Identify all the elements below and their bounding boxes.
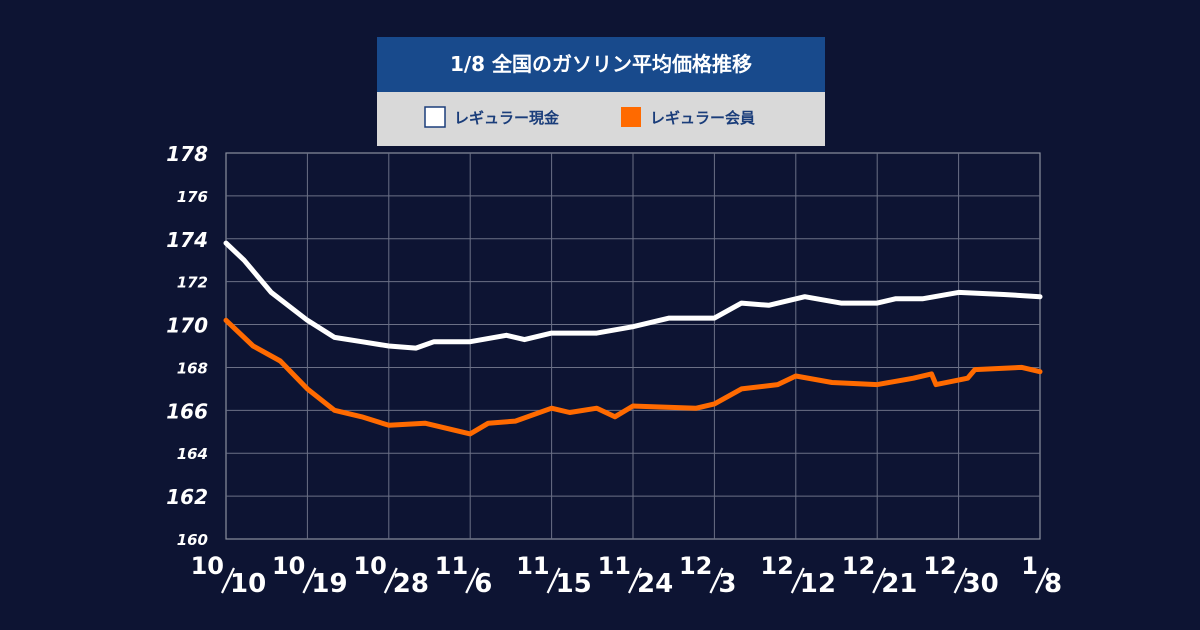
- x-tick-slash: [221, 567, 235, 594]
- grid-lines: [226, 153, 1040, 539]
- x-tick-day: 8: [1044, 569, 1062, 599]
- x-tick-month: 12: [760, 552, 793, 580]
- x-tick-day: 30: [963, 569, 999, 599]
- x-tick-month: 11: [598, 552, 631, 580]
- x-tick-slash: [1035, 567, 1049, 594]
- legend-item-cash: レギュラー現金: [424, 106, 560, 128]
- title-banner: [377, 37, 825, 92]
- x-tick-day: 19: [311, 569, 347, 599]
- x-tick-month: 1: [1021, 552, 1038, 580]
- x-tick-month: 12: [679, 552, 712, 580]
- x-tick-day: 24: [637, 569, 673, 599]
- x-tick-month: 11: [435, 552, 468, 580]
- x-tick-day: 28: [393, 569, 429, 599]
- legend-label-cash: レギュラー現金: [454, 109, 560, 127]
- x-tick-month: 12: [842, 552, 875, 580]
- x-tick-day: 21: [881, 569, 917, 599]
- x-tick-slash: [709, 567, 724, 594]
- series-line-member: [223, 317, 1043, 437]
- x-tick-day: 15: [556, 569, 592, 599]
- x-tick-month: 12: [923, 552, 956, 580]
- x-tick-slash: [465, 567, 480, 594]
- chart-title: 1/8 全国のガソリン平均価格推移: [450, 52, 752, 76]
- series-line-cash: [223, 240, 1043, 351]
- legend-swatch-cash: [424, 106, 446, 128]
- x-tick-slash: [953, 567, 968, 594]
- y-tick-label: 174: [166, 228, 208, 252]
- legend-label-member: レギュラー会員: [650, 109, 755, 127]
- legend-box: [377, 92, 825, 146]
- x-tick-slash: [302, 567, 317, 594]
- x-tick-label: 116: [435, 552, 493, 599]
- x-tick-slash: [628, 567, 642, 594]
- y-tick-label: 176: [177, 188, 208, 206]
- legend-swatch-member: [621, 107, 641, 127]
- x-tick-month: 10: [353, 552, 386, 580]
- x-tick-label: 18: [1021, 552, 1062, 599]
- y-tick-label: 162: [166, 485, 208, 509]
- y-tick-label: 168: [177, 359, 208, 377]
- x-tick-day: 6: [474, 569, 492, 599]
- y-tick-label: 178: [166, 142, 208, 166]
- x-tick-month: 10: [272, 552, 305, 580]
- y-tick-label: 172: [177, 274, 208, 292]
- x-tick-slash: [383, 567, 398, 594]
- x-tick-day: 12: [800, 569, 836, 599]
- x-tick-slash: [872, 567, 887, 594]
- y-tick-label: 160: [177, 531, 208, 549]
- y-tick-label: 164: [177, 445, 208, 463]
- legend-item-member: レギュラー会員: [621, 107, 755, 127]
- x-tick-month: 11: [516, 552, 549, 580]
- x-tick-slash: [790, 567, 805, 594]
- x-tick-day: 3: [718, 569, 736, 599]
- x-tick-month: 10: [191, 552, 224, 580]
- y-tick-label: 166: [166, 399, 208, 423]
- y-axis: 160 162 164 166 168 170 172 174 176 178: [166, 142, 208, 549]
- x-tick-day: 10: [230, 569, 266, 599]
- x-tick-label: 123: [679, 552, 737, 599]
- y-tick-label: 170: [166, 314, 208, 338]
- series-lines: [223, 240, 1043, 437]
- x-tick-slash: [546, 567, 561, 594]
